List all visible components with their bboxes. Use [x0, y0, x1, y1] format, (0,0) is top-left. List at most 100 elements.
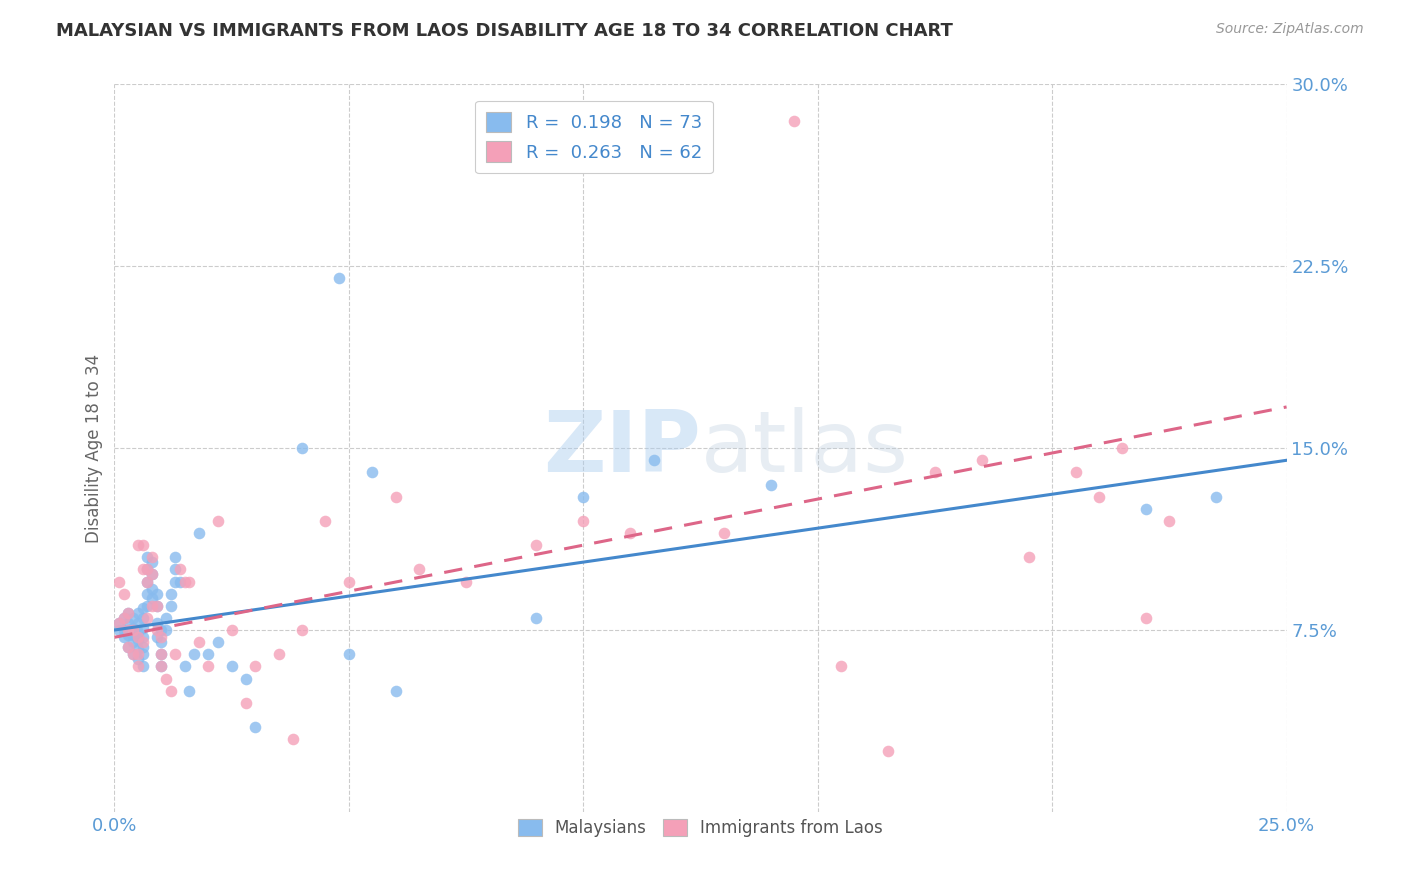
Point — [131, 621, 153, 635]
Point — [136, 550, 159, 565]
Point — [131, 635, 153, 649]
Point — [131, 630, 153, 644]
Text: Source: ZipAtlas.com: Source: ZipAtlas.com — [1216, 22, 1364, 37]
Point — [122, 621, 145, 635]
Point — [136, 574, 159, 589]
Point — [159, 599, 181, 613]
Point — [155, 672, 177, 686]
Point — [122, 623, 145, 637]
Point — [165, 562, 187, 576]
Point — [108, 615, 131, 630]
Point — [150, 647, 173, 661]
Point — [127, 652, 149, 666]
Point — [526, 611, 548, 625]
Point — [281, 732, 304, 747]
Point — [183, 647, 205, 661]
Point — [141, 591, 163, 606]
Point — [145, 587, 167, 601]
Point — [924, 466, 946, 480]
Point — [243, 720, 266, 734]
Point — [173, 574, 195, 589]
Point — [179, 683, 201, 698]
Point — [108, 623, 131, 637]
Point — [159, 683, 181, 698]
Point — [150, 630, 173, 644]
Point — [337, 574, 360, 589]
Point — [141, 555, 163, 569]
Point — [384, 683, 406, 698]
Point — [117, 623, 139, 637]
Point — [141, 567, 163, 582]
Text: ZIP: ZIP — [543, 407, 700, 490]
Point — [136, 587, 159, 601]
Point — [117, 615, 139, 630]
Point — [131, 601, 153, 615]
Point — [187, 635, 209, 649]
Point — [159, 587, 181, 601]
Point — [112, 587, 135, 601]
Point — [165, 574, 187, 589]
Point — [187, 526, 209, 541]
Point — [235, 672, 257, 686]
Point — [150, 659, 173, 673]
Point — [112, 623, 135, 637]
Text: atlas: atlas — [700, 407, 908, 490]
Point — [197, 647, 219, 661]
Point — [127, 659, 149, 673]
Point — [117, 640, 139, 654]
Point — [122, 647, 145, 661]
Point — [328, 271, 350, 285]
Point — [131, 659, 153, 673]
Point — [131, 562, 153, 576]
Point — [155, 611, 177, 625]
Point — [221, 659, 243, 673]
Point — [221, 623, 243, 637]
Point — [117, 606, 139, 620]
Point — [141, 567, 163, 582]
Point — [108, 615, 131, 630]
Point — [207, 514, 229, 528]
Point — [526, 538, 548, 552]
Point — [970, 453, 993, 467]
Point — [127, 647, 149, 661]
Point — [122, 635, 145, 649]
Point — [1111, 441, 1133, 455]
Point — [145, 623, 167, 637]
Point — [408, 562, 430, 576]
Point — [291, 623, 314, 637]
Point — [243, 659, 266, 673]
Point — [361, 466, 384, 480]
Point — [112, 611, 135, 625]
Point — [759, 477, 782, 491]
Point — [141, 599, 163, 613]
Point — [314, 514, 336, 528]
Point — [117, 640, 139, 654]
Point — [127, 632, 149, 647]
Point — [108, 574, 131, 589]
Point — [1064, 466, 1087, 480]
Point — [150, 647, 173, 661]
Point — [150, 635, 173, 649]
Point — [117, 606, 139, 620]
Point — [136, 562, 159, 576]
Point — [150, 659, 173, 673]
Point — [643, 453, 665, 467]
Point — [155, 623, 177, 637]
Point — [173, 659, 195, 673]
Point — [122, 647, 145, 661]
Point — [1135, 611, 1157, 625]
Legend: Malaysians, Immigrants from Laos: Malaysians, Immigrants from Laos — [512, 812, 890, 844]
Point — [337, 647, 360, 661]
Point — [454, 574, 477, 589]
Point — [131, 640, 153, 654]
Point — [197, 659, 219, 673]
Point — [150, 623, 173, 637]
Point — [165, 647, 187, 661]
Point — [117, 628, 139, 642]
Point — [877, 744, 900, 758]
Point — [131, 538, 153, 552]
Point — [1205, 490, 1227, 504]
Point — [145, 630, 167, 644]
Point — [169, 562, 191, 576]
Point — [145, 599, 167, 613]
